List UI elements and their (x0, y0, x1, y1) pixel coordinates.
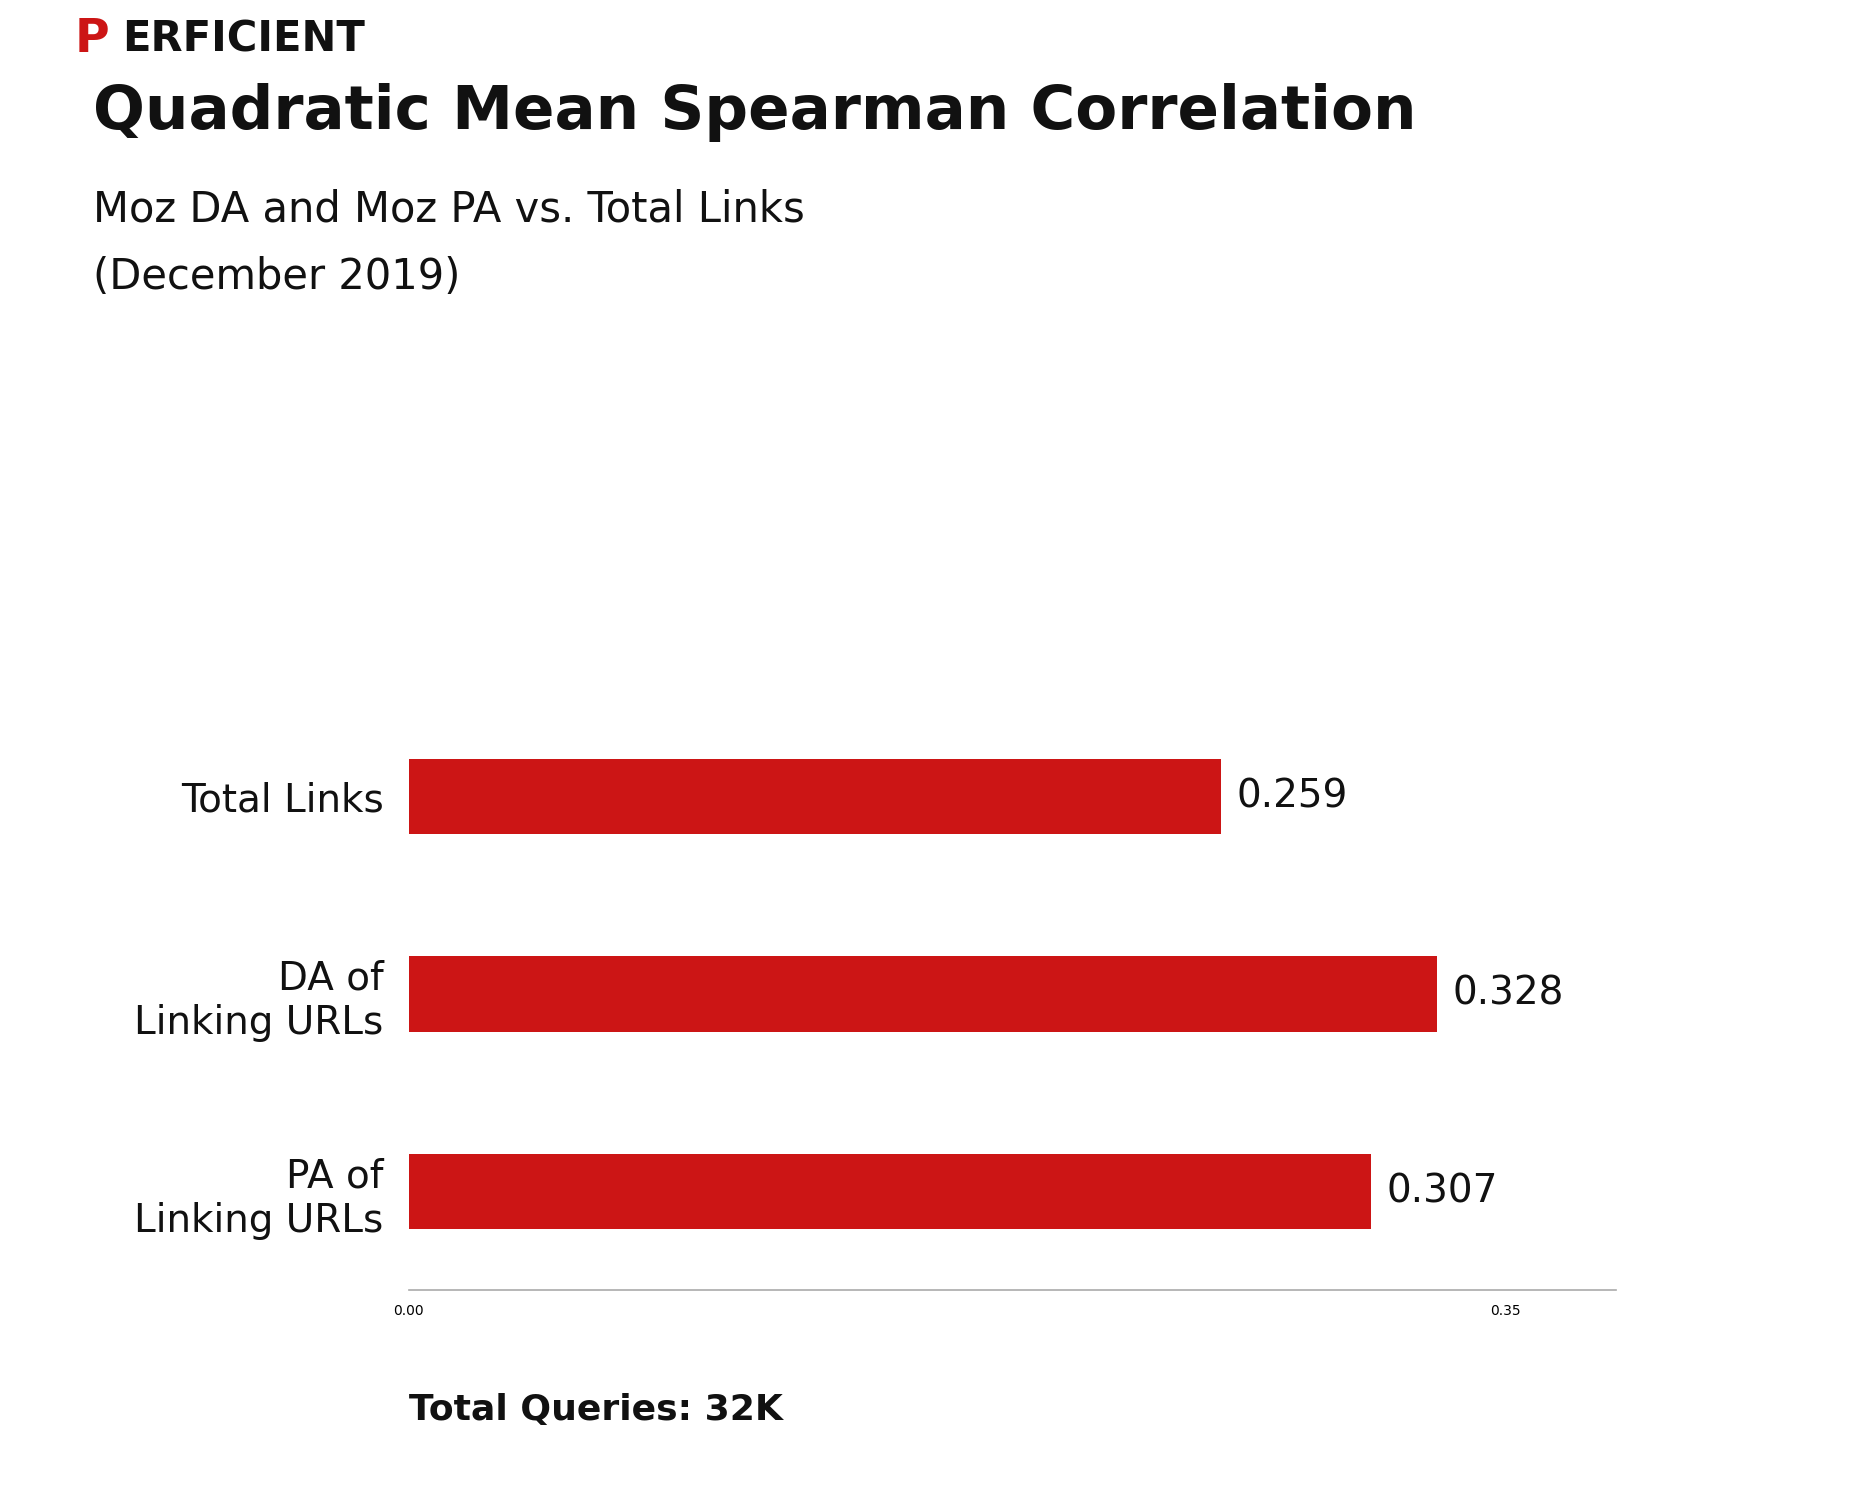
Text: (December 2019): (December 2019) (93, 256, 461, 298)
Text: 0.328: 0.328 (1452, 974, 1564, 1014)
Text: ERFICIENT: ERFICIENT (123, 18, 366, 60)
Text: 0.307: 0.307 (1387, 1173, 1499, 1211)
Bar (409, 759, 1220, 834)
Bar (409, 956, 1437, 1032)
Text: Quadratic Mean Spearman Correlation: Quadratic Mean Spearman Correlation (93, 83, 1417, 142)
Text: Moz DA and Moz PA vs. Total Links: Moz DA and Moz PA vs. Total Links (93, 188, 804, 230)
Text: 0.259: 0.259 (1237, 777, 1348, 815)
Bar (409, 1154, 1370, 1229)
Text: Total Queries: 32K: Total Queries: 32K (409, 1393, 782, 1428)
Text: P: P (74, 17, 110, 62)
